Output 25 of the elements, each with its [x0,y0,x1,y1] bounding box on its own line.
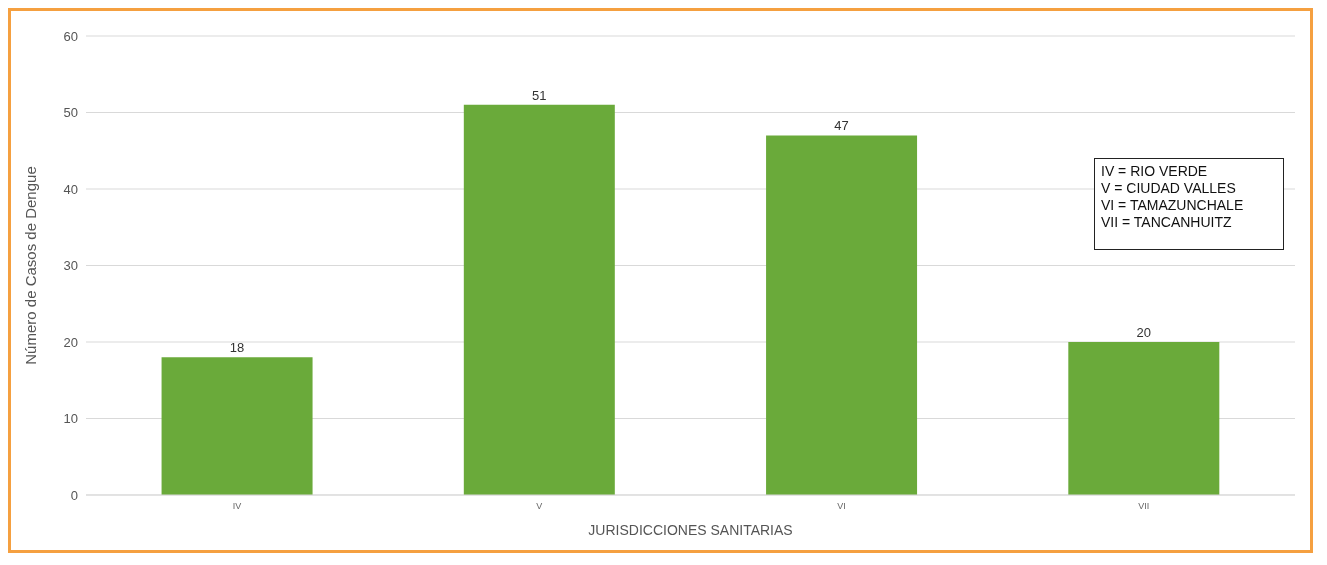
annotation: IV = RIO VERDE [1101,163,1209,180]
annotation: VI = TAMAZUNCHALE [1101,197,1245,214]
data-label: 51 [532,87,547,103]
y-tick-label: 20 [63,334,78,350]
bar [766,135,918,495]
y-tick-label: 0 [70,487,78,503]
y-tick-label: 50 [63,105,78,121]
y-tick-label: 40 [63,181,78,197]
y-axis-title: Número de Casos de Dengue [22,166,40,365]
annotation: VII = TANCANHUITZ [1101,214,1233,231]
x-tick-label: V [536,501,543,512]
data-label: 18 [229,340,245,356]
bar [161,357,313,495]
x-axis-title: JURISDICCIONES SANITARIAS [588,522,793,538]
data-label: 20 [1136,325,1152,340]
annotation: V = CIUDAD VALLES [1101,180,1237,197]
y-tick-label: 30 [63,258,78,274]
y-tick-label: 10 [63,411,78,427]
x-tick-label: VII [1138,501,1150,512]
x-tick-label: VI [837,501,846,512]
bar [1068,342,1220,495]
x-tick-label: IV [232,501,242,512]
y-tick-label: 60 [63,28,78,44]
bar [463,104,615,495]
data-label: 47 [834,118,849,134]
